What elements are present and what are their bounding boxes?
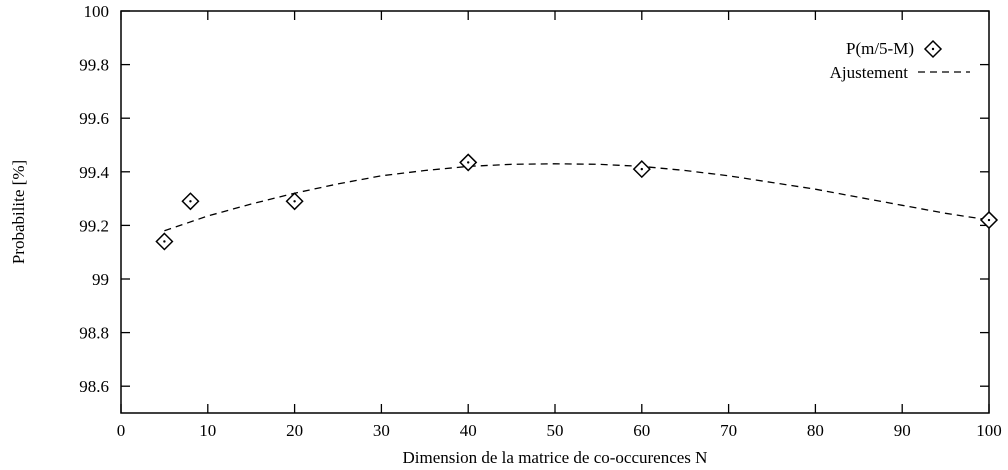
points-layer [155, 153, 999, 251]
legend-label-fit: Ajustement [830, 63, 909, 82]
y-tick-label: 99 [92, 270, 109, 289]
data-point-center [640, 167, 643, 171]
x-tick-label: 80 [807, 421, 824, 440]
data-point-center [467, 161, 470, 164]
y-tick-label: 98.6 [79, 377, 109, 396]
x-tick-label: 10 [199, 421, 216, 440]
data-point [285, 192, 304, 211]
fit-curve-line [164, 163, 990, 232]
x-tick-label: 40 [460, 421, 477, 440]
y-tick-label: 100 [84, 2, 110, 21]
data-point-center [163, 240, 166, 243]
x-tick-label: 20 [286, 421, 303, 440]
legend-marker-center [931, 47, 935, 51]
x-tick-label: 70 [720, 421, 737, 440]
legend: P(m/5-M) Ajustement [830, 39, 970, 82]
y-tick-label: 99.6 [79, 109, 109, 128]
data-point-center [189, 200, 192, 203]
y-tick-label: 99.4 [79, 163, 109, 182]
data-point [155, 232, 174, 251]
x-tick-label: 0 [117, 421, 126, 440]
y-tick-label: 99.8 [79, 56, 109, 75]
data-point [459, 153, 478, 172]
x-tick-label: 90 [894, 421, 911, 440]
y-axis-title: Probabilite [%] [9, 160, 28, 264]
data-point [632, 160, 651, 179]
y-tick-label: 99.2 [79, 216, 109, 235]
x-axis-title: Dimension de la matrice de co-occurences… [403, 448, 708, 467]
x-tick-label: 60 [633, 421, 650, 440]
data-point-center [293, 200, 296, 203]
data-point [979, 210, 999, 230]
y-tick-label: 98.8 [79, 324, 109, 343]
x-tick-label: 100 [976, 421, 1002, 440]
data-point-center [987, 218, 991, 222]
ticks [120, 10, 990, 413]
x-tick-label: 50 [547, 421, 564, 440]
fit-layer [164, 163, 990, 232]
tick-labels: 0 10 20 30 40 50 60 70 80 90 100 98.6 98.8 99 99.2 99.4… [79, 2, 1002, 440]
x-tick-label: 30 [373, 421, 390, 440]
legend-label-points: P(m/5-M) [846, 39, 914, 58]
data-point [181, 192, 200, 211]
